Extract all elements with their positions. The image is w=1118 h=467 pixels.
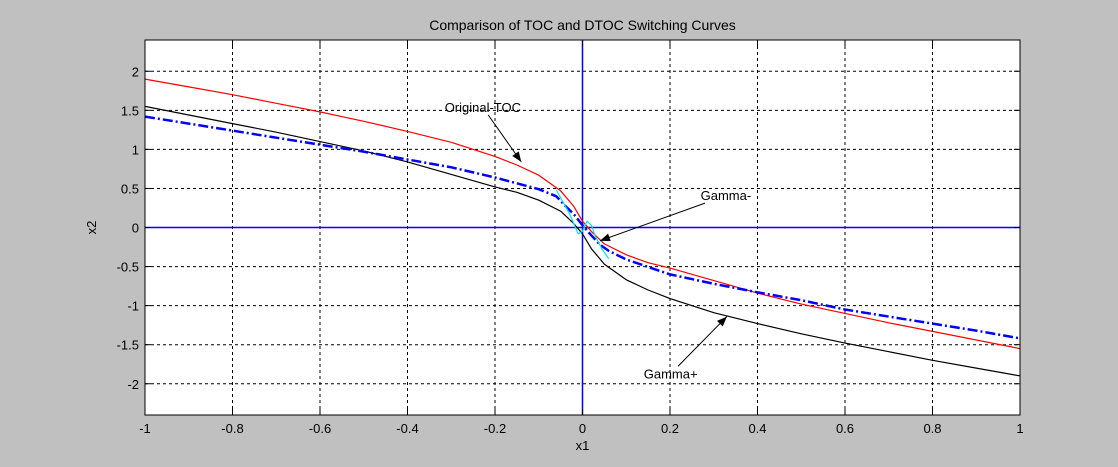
zero-axes: [145, 40, 1020, 415]
x-axis-label: x1: [576, 438, 590, 453]
annotation-arrow-3: [677, 316, 728, 367]
x-tick-label: -1: [139, 421, 151, 436]
x-tick-label: -0.4: [396, 421, 418, 436]
series-line-1: [144, 78, 1021, 350]
x-tick-label: -0.2: [484, 421, 506, 436]
annotation-text-2: Gamma-: [701, 188, 752, 203]
x-tick-label: 0.8: [923, 421, 941, 436]
y-tick-label: -1.5: [117, 338, 139, 353]
y-axis-label: x2: [84, 221, 99, 235]
x-tick-label: 0: [579, 421, 586, 436]
y-tick-label: 0.5: [121, 181, 139, 196]
series-line-3: [144, 115, 1021, 340]
series-group: [144, 78, 1021, 377]
y-tick-label: -1: [127, 299, 139, 314]
series-line-4: [555, 189, 610, 260]
annotation-text-1: Original-TOC: [445, 100, 521, 115]
annotation-arrowhead-2: [600, 233, 611, 242]
x-tick-label: 1: [1016, 421, 1023, 436]
y-tick-label: -2: [127, 377, 139, 392]
y-tick-label: 2: [132, 64, 139, 79]
x-tick-label: 0.4: [748, 421, 766, 436]
y-tick-label: 0: [132, 221, 139, 236]
x-tick-label: -0.8: [221, 421, 243, 436]
annotation-arrowhead-3: [717, 316, 727, 327]
annotation-text-3: Gamma+: [644, 366, 698, 381]
x-tick-label: 0.2: [661, 421, 679, 436]
x-tick-label: -0.6: [309, 421, 331, 436]
x-tick-labels: -1 -0.8 -0.6 -0.4 -0.2 0 0.2 0.4 0.6 0.8 1: [139, 421, 1023, 436]
y-tick-label: -0.5: [117, 260, 139, 275]
series-line-2: [144, 105, 1021, 377]
y-tick-label: 1.5: [121, 103, 139, 118]
annotation-arrow-2: [599, 202, 706, 242]
y-tick-labels: 2 1.5 1 0.5 0 -0.5 -1 -1.5 -2: [117, 64, 139, 392]
x-tick-label: 0.6: [836, 421, 854, 436]
tick-marks: [144, 40, 1021, 415]
annotation-arrowhead-1: [512, 151, 522, 162]
annotations-group: Original-TOC Gamma- Gamma+: [445, 100, 752, 381]
y-tick-label: 1: [132, 142, 139, 157]
chart-title: Comparison of TOC and DTOC Switching Cur…: [429, 17, 736, 33]
